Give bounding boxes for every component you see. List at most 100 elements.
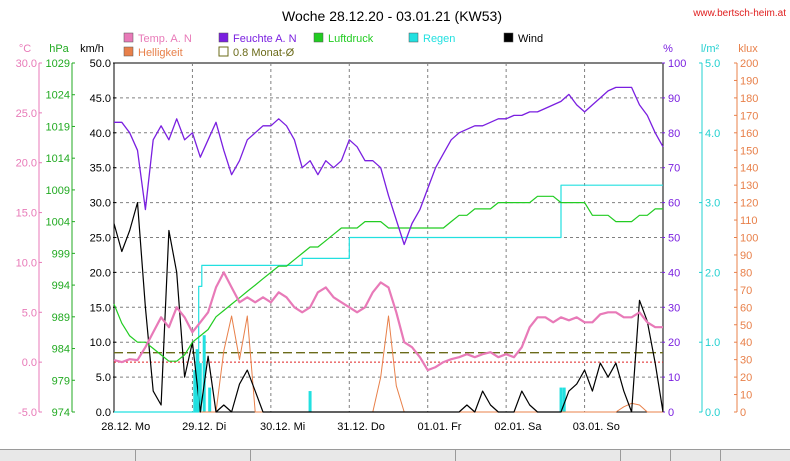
- rain-bar: [308, 391, 312, 412]
- tick-label-humidity: 60: [668, 198, 680, 210]
- axis-title-rain: l/m²: [701, 43, 720, 55]
- status-cell: [455, 450, 619, 461]
- tick-label-brightness: 140: [740, 163, 758, 175]
- series-line-rain: [114, 184, 663, 413]
- tick-label-wind: 5.0: [96, 372, 111, 384]
- tick-label-pressure: 1029: [46, 58, 70, 70]
- tick-label-temp: -5.0: [18, 407, 37, 419]
- legend-swatch-humidity: [218, 32, 229, 43]
- tick-label-brightness: 190: [740, 75, 758, 87]
- legend-swatch-rain: [408, 32, 419, 43]
- axis-title-brightness: klux: [738, 43, 758, 55]
- tick-label-humidity: 80: [668, 128, 680, 140]
- status-cell: [620, 450, 669, 461]
- tick-label-rain: 5.0: [705, 58, 720, 70]
- tick-label-brightness: 200: [740, 58, 758, 70]
- axis-title-pressure: hPa: [49, 43, 69, 55]
- legend-swatch-brightness: [123, 46, 134, 57]
- tick-label-brightness: 90: [740, 250, 752, 262]
- tick-label-wind: 10.0: [90, 337, 111, 349]
- x-tick-label: 02.01. Sa: [494, 421, 542, 433]
- status-cell: [0, 450, 133, 461]
- tick-label-rain: 1.0: [705, 337, 720, 349]
- rain-bar: [198, 363, 202, 412]
- tick-label-brightness: 110: [740, 215, 758, 227]
- axis-title-wind: km/h: [80, 43, 104, 55]
- axis-title-humidity: %: [663, 43, 673, 55]
- tick-label-pressure: 984: [52, 344, 70, 356]
- tick-label-brightness: 10: [740, 390, 752, 402]
- tick-label-wind: 0.0: [96, 407, 111, 419]
- rain-bar: [193, 370, 197, 412]
- tick-label-brightness: 40: [740, 337, 752, 349]
- x-tick-label: 30.12. Mi: [260, 421, 305, 433]
- tick-label-brightness: 170: [740, 110, 758, 122]
- tick-label-temp: 10.0: [16, 257, 37, 269]
- axis-title-temp: °C: [19, 43, 31, 55]
- watermark: www.bertsch-heim.at: [692, 8, 786, 19]
- rain-bar: [559, 387, 563, 412]
- tick-label-pressure: 1009: [46, 185, 70, 197]
- x-tick-label: 03.01. So: [573, 421, 620, 433]
- tick-label-humidity: 90: [668, 93, 680, 105]
- series-line-temp: [113, 271, 663, 372]
- legend-swatch-temp: [123, 32, 134, 43]
- tick-label-brightness: 120: [740, 198, 758, 210]
- tick-label-humidity: 100: [668, 58, 686, 70]
- x-axis-labels: 28.12. Mo 29.12. Di 30.12. Mi 31.12. Do 01.0…: [101, 421, 620, 433]
- legend-label-wind: Wind: [518, 33, 543, 45]
- tick-label-wind: 35.0: [90, 163, 111, 175]
- tick-label-rain: 0.0: [705, 407, 720, 419]
- tick-label-wind: 45.0: [90, 93, 111, 105]
- tick-label-brightness: 30: [740, 355, 752, 367]
- tick-label-pressure: 979: [52, 375, 70, 387]
- legend-swatch-pressure: [313, 32, 324, 43]
- x-tick-label: 28.12. Mo: [101, 421, 150, 433]
- tick-label-brightness: 50: [740, 320, 752, 332]
- tick-label-brightness: 60: [740, 302, 752, 314]
- legend-label-rain: Regen: [423, 33, 455, 45]
- status-cell: [250, 450, 454, 461]
- status-cell: [135, 450, 249, 461]
- rain-bar: [562, 387, 566, 412]
- tick-label-pressure: 1024: [46, 90, 70, 102]
- tick-label-temp: 15.0: [16, 208, 37, 220]
- tick-label-brightness: 70: [740, 285, 752, 297]
- legend-label-monthavg: 0.8 Monat-Ø: [233, 47, 295, 59]
- tick-label-brightness: 100: [740, 233, 758, 245]
- axes: 30.0 25.0 20.0 15.0 10.0 5.0 0.0 -5.0 1029 1024 10…: [16, 58, 759, 419]
- status-bar: [0, 449, 790, 461]
- legend: Temp. A. N Feuchte A. N Luftdruck Regen Wind…: [123, 32, 543, 59]
- tick-label-brightness: 180: [740, 93, 758, 105]
- series-line-humidity: [114, 86, 664, 246]
- series-line-brightness: [114, 315, 663, 413]
- tick-label-humidity: 0: [668, 407, 674, 419]
- tick-label-pressure: 1019: [46, 121, 70, 133]
- rain-bar: [202, 335, 206, 412]
- tick-label-wind: 15.0: [90, 302, 111, 314]
- tick-label-brightness: 160: [740, 128, 758, 140]
- legend-label-temp: Temp. A. N: [138, 33, 192, 45]
- tick-label-humidity: 30: [668, 302, 680, 314]
- tick-label-brightness: 130: [740, 180, 758, 192]
- tick-label-temp: 5.0: [22, 307, 37, 319]
- tick-label-pressure: 999: [52, 248, 70, 260]
- legend-swatch-wind: [503, 32, 514, 43]
- tick-label-temp: 25.0: [16, 108, 37, 120]
- rain-bar: [208, 387, 212, 412]
- tick-label-pressure: 994: [52, 280, 70, 292]
- tick-label-temp: 30.0: [16, 58, 37, 70]
- tick-label-temp: 0.0: [22, 357, 37, 369]
- tick-label-rain: 4.0: [705, 128, 720, 140]
- tick-label-brightness: 80: [740, 267, 752, 279]
- tick-label-wind: 40.0: [90, 128, 111, 140]
- legend-label-brightness: Helligkeit: [138, 47, 183, 59]
- x-tick-label: 29.12. Di: [182, 421, 226, 433]
- tick-label-wind: 20.0: [90, 267, 111, 279]
- tick-label-wind: 25.0: [90, 233, 111, 245]
- tick-label-humidity: 10: [668, 372, 680, 384]
- status-cell: [720, 450, 790, 461]
- status-cell: [670, 450, 719, 461]
- series-line-wind: [113, 202, 664, 413]
